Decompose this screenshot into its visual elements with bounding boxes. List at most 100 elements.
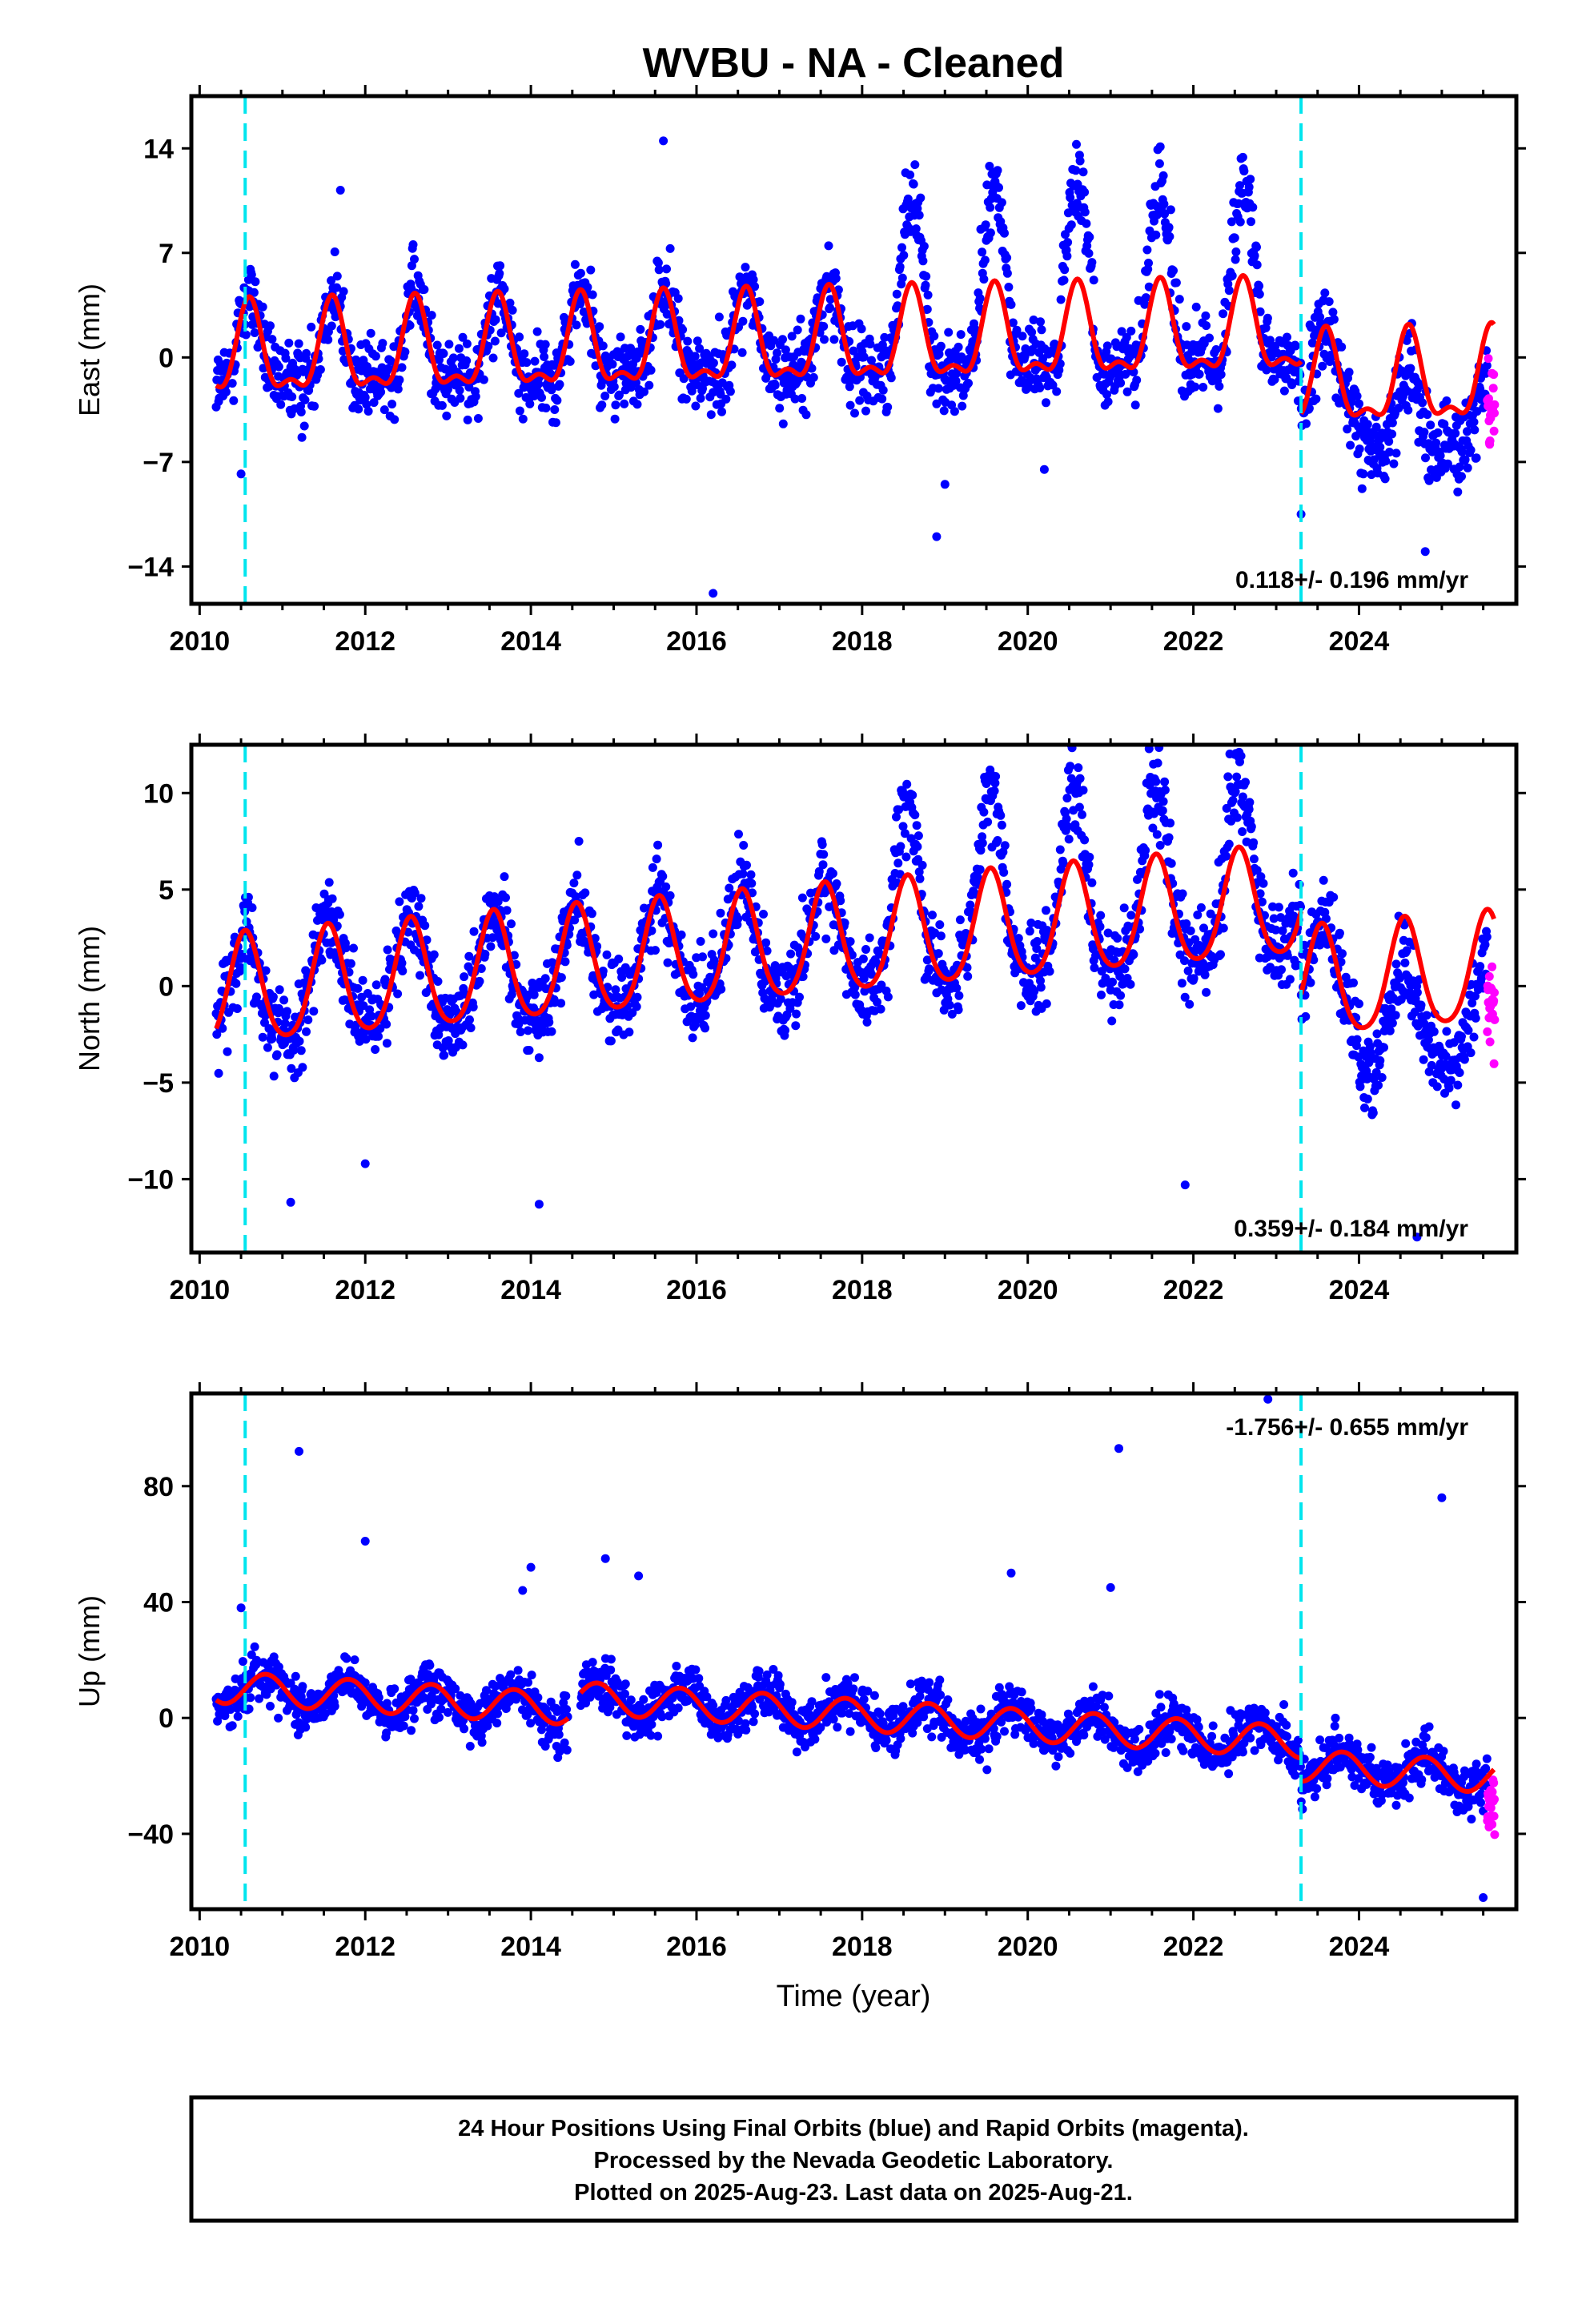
data-point	[824, 241, 833, 251]
data-point	[691, 401, 701, 411]
data-point	[235, 963, 245, 972]
data-point	[382, 1019, 391, 1029]
outlier-point	[1039, 464, 1049, 474]
data-point	[831, 274, 841, 283]
data-point	[690, 352, 700, 361]
x-tick-label: 2020	[998, 626, 1058, 657]
data-point	[232, 1004, 242, 1013]
east-plot-area	[211, 96, 1500, 604]
data-point	[1072, 139, 1081, 149]
data-point	[479, 375, 488, 384]
east-axes-frame	[189, 94, 1519, 606]
data-point	[476, 964, 486, 973]
data-point	[934, 949, 943, 959]
data-point	[414, 902, 424, 911]
data-point	[1435, 451, 1445, 460]
data-point	[1371, 422, 1381, 432]
data-point	[1470, 425, 1480, 435]
data-point	[407, 1726, 416, 1735]
data-point	[997, 820, 1006, 830]
data-point	[287, 1063, 296, 1073]
data-point	[954, 991, 964, 1000]
data-point	[466, 1023, 476, 1032]
data-point	[469, 927, 479, 936]
data-point	[883, 402, 893, 412]
data-point	[1066, 762, 1075, 771]
data-point	[1120, 964, 1130, 974]
data-point	[978, 247, 987, 257]
data-point	[1042, 906, 1050, 915]
data-point	[990, 786, 999, 796]
data-point	[1215, 381, 1224, 391]
outlier-point	[286, 1197, 295, 1207]
data-point	[435, 355, 444, 364]
data-point	[689, 970, 698, 979]
data-point	[268, 992, 278, 1002]
data-point	[1059, 275, 1069, 285]
data-point	[440, 1051, 449, 1060]
data-point	[646, 365, 656, 375]
data-point	[614, 955, 624, 963]
data-point	[1036, 317, 1045, 327]
data-point	[1457, 1031, 1466, 1041]
data-point	[1259, 879, 1268, 888]
data-point	[360, 392, 370, 402]
data-point	[1360, 1103, 1369, 1112]
data-point	[850, 990, 860, 999]
data-point	[1102, 390, 1111, 400]
data-point	[955, 915, 965, 925]
data-point	[1202, 321, 1211, 331]
data-point	[1423, 410, 1432, 420]
data-point	[1239, 167, 1249, 176]
data-point	[1055, 845, 1065, 854]
data-point	[1029, 316, 1038, 324]
data-point	[283, 1007, 291, 1016]
data-point	[267, 335, 277, 344]
data-point	[945, 1000, 954, 1010]
rapid-point	[1490, 400, 1500, 409]
data-point	[721, 394, 731, 404]
data-point	[653, 258, 663, 267]
data-point	[1391, 448, 1401, 458]
data-point	[544, 1018, 554, 1027]
data-point	[778, 335, 787, 344]
data-point	[247, 903, 257, 912]
data-point	[502, 906, 512, 915]
data-point	[997, 198, 1006, 207]
data-point	[1429, 1027, 1439, 1036]
data-point	[1263, 313, 1272, 323]
outlier-point	[1420, 547, 1430, 557]
data-point	[790, 394, 800, 404]
data-point	[416, 971, 424, 980]
data-point	[1160, 209, 1170, 219]
data-point	[950, 407, 959, 416]
data-point	[1045, 967, 1054, 976]
data-point	[1141, 293, 1150, 303]
data-point	[716, 908, 725, 918]
data-point	[1457, 472, 1466, 481]
data-point	[444, 340, 454, 349]
data-point	[922, 304, 932, 314]
outlier-point	[709, 589, 718, 598]
data-point	[1368, 1108, 1378, 1118]
data-point	[1060, 265, 1070, 275]
data-point	[1191, 302, 1201, 312]
data-point	[371, 352, 380, 361]
data-point	[1048, 380, 1058, 390]
data-point	[1102, 341, 1112, 351]
data-point	[1355, 444, 1364, 454]
data-point	[369, 398, 379, 408]
data-point	[1158, 797, 1168, 806]
data-point	[1160, 777, 1170, 786]
data-point	[233, 1711, 243, 1721]
data-point	[576, 268, 585, 278]
outlier-point	[932, 532, 942, 541]
data-point	[999, 867, 1009, 877]
data-point	[1249, 854, 1259, 864]
data-point	[443, 384, 452, 394]
data-point	[1164, 833, 1174, 842]
data-point	[560, 957, 570, 967]
data-point	[1126, 979, 1135, 989]
data-point	[1355, 999, 1363, 1008]
outlier-point	[940, 480, 950, 489]
